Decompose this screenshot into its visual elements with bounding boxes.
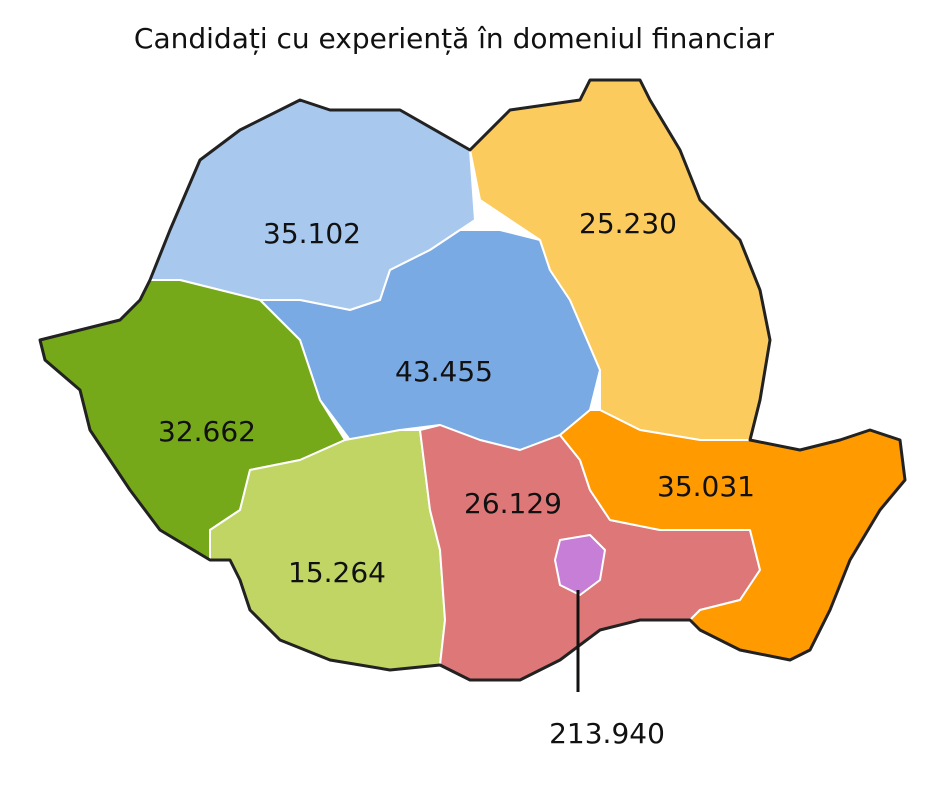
region-bucharest (554, 534, 606, 596)
map-title: Candidați cu experiență în domeniul fina… (134, 22, 775, 55)
country-outline (38, 78, 907, 682)
region-label: 26.129 (464, 487, 562, 520)
region-label: 213.940 (549, 717, 665, 750)
region-label: 15.264 (288, 556, 386, 589)
region-label: 35.102 (263, 217, 361, 250)
region-label: 32.662 (158, 415, 256, 448)
region-label: 25.230 (579, 207, 677, 240)
region-label: 43.455 (395, 355, 493, 388)
region-label: 35.031 (657, 470, 755, 503)
